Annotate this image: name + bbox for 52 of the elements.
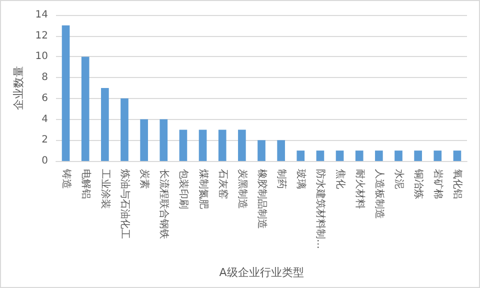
bar <box>101 88 109 161</box>
x-tick-label: 石灰窑 <box>216 169 229 199</box>
bar <box>198 130 207 161</box>
x-tick-label: 氧化铝 <box>452 169 464 199</box>
x-tick-label: 橡胶制品制造 <box>256 169 268 229</box>
x-tick-label: 耐火材料 <box>354 169 366 209</box>
y-tick-label: 8 <box>42 72 48 84</box>
x-tick-label: 玻璃 <box>295 169 308 189</box>
bar <box>453 150 462 161</box>
bar <box>120 98 128 161</box>
x-tick-label: 炭素 <box>138 169 151 189</box>
x-tick-label: 工业涂装 <box>99 169 112 209</box>
x-tick-label: 包装印刷 <box>178 169 190 209</box>
y-tick-label: 6 <box>42 92 48 104</box>
x-tick-label: 水泥 <box>393 169 405 189</box>
x-tick-label: 长流程联合钢铁 <box>158 169 170 239</box>
bar <box>277 140 285 161</box>
bar <box>434 150 442 161</box>
x-tick-label: 人造板制造 <box>373 169 386 219</box>
bar <box>81 56 90 161</box>
x-tick-label: 岩矿棉 <box>432 169 444 199</box>
bar <box>394 150 402 161</box>
y-tick-label: 2 <box>42 134 48 146</box>
bar <box>414 150 422 161</box>
x-tick-label: 煤制氮肥 <box>197 169 210 209</box>
bar <box>160 119 168 161</box>
y-axis-title: 企业数量 <box>12 66 25 110</box>
x-tick-label: 铸造 <box>60 168 72 189</box>
x-tick-label: 防水建筑材料制… <box>314 169 327 249</box>
y-tick-label: 0 <box>42 156 48 166</box>
bar <box>179 130 188 161</box>
bar <box>238 130 246 161</box>
bar <box>355 150 364 161</box>
bar <box>62 25 70 161</box>
x-axis-title: A级企业行业类型 <box>219 266 304 279</box>
x-tick-label: 铜冶炼 <box>412 168 425 199</box>
y-tick-label: 12 <box>35 30 48 42</box>
y-tick-label: 4 <box>42 114 48 125</box>
x-tick-label: 炼油与石油化工 <box>119 169 131 239</box>
x-tick-label: 电解铝 <box>80 169 92 199</box>
x-tick-label: 焦化 <box>334 169 346 189</box>
y-tick-label: 10 <box>35 51 48 62</box>
bar <box>296 150 305 161</box>
bar <box>258 140 266 161</box>
x-tick-label: 炭黑制造 <box>236 169 248 209</box>
x-tick-label: 制药 <box>276 169 288 189</box>
bar <box>336 150 344 161</box>
y-tick-label: 14 <box>35 10 48 20</box>
bar <box>375 150 383 161</box>
bar <box>140 119 148 161</box>
bar <box>316 150 324 161</box>
bar <box>218 130 226 161</box>
